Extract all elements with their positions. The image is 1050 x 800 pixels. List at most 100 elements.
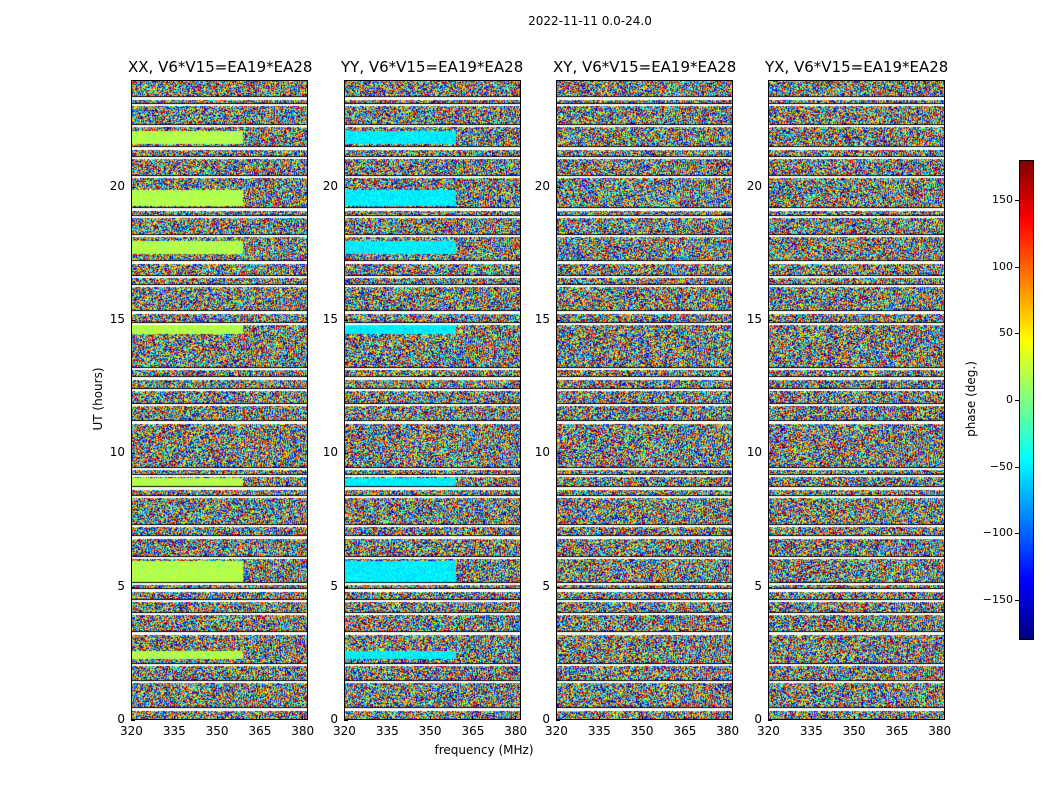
ytick-label: 15 <box>109 312 125 326</box>
ytick-mark <box>131 453 135 455</box>
xtick-label: 365 <box>248 724 272 738</box>
xtick-mark <box>768 716 769 720</box>
ytick-label: 10 <box>746 445 762 460</box>
colorbar-tick-mark <box>1015 400 1019 401</box>
panel-title-YY: YY, V6*V15=EA19*EA28 <box>341 58 524 76</box>
ytick-label: 0 <box>330 712 338 726</box>
ytick-mark <box>344 586 348 588</box>
colorbar-tick-label: −100 <box>982 526 1013 540</box>
ytick-label: 20 <box>534 178 550 193</box>
panel-title-XY: XY, V6*V15=EA19*EA28 <box>553 58 737 76</box>
colorbar-tick-mark <box>1015 466 1019 468</box>
ytick-mark <box>344 453 348 455</box>
xtick-label: 335 <box>799 724 823 738</box>
xtick-label: 350 <box>842 724 866 738</box>
ytick-mark <box>131 720 135 721</box>
ytick-label: 10 <box>534 445 550 460</box>
xtick-label: 335 <box>587 724 611 738</box>
xtick-label: 350 <box>418 724 442 738</box>
xtick-mark <box>684 716 686 720</box>
xtick-label: 335 <box>375 724 399 738</box>
ytick-label: 5 <box>542 578 550 593</box>
ytick-mark <box>556 453 560 455</box>
xtick-label: 350 <box>630 724 654 738</box>
ytick-mark <box>768 720 772 721</box>
xtick-mark <box>472 716 474 720</box>
panel-title-XX: XX, V6*V15=EA19*EA28 <box>128 58 313 76</box>
xtick-label: 365 <box>461 724 485 738</box>
ytick-label: 15 <box>534 312 550 326</box>
ytick-label: 0 <box>117 712 125 726</box>
ytick-label: 20 <box>746 178 762 193</box>
panel-title-YX: YX, V6*V15=EA19*EA28 <box>765 58 949 76</box>
ytick-label: 15 <box>746 312 762 326</box>
ytick-mark <box>556 720 560 721</box>
colorbar-tick-mark <box>1015 333 1019 335</box>
ytick-label: 20 <box>322 178 338 193</box>
xtick-mark <box>515 716 517 720</box>
ytick-label: 5 <box>330 578 338 593</box>
ytick-label: 0 <box>754 712 762 726</box>
ytick-label: 10 <box>322 445 338 460</box>
xtick-label: 320 <box>120 724 143 738</box>
ytick-mark <box>768 586 772 588</box>
xtick-mark <box>727 716 729 720</box>
ytick-label: 20 <box>109 178 125 193</box>
ytick-label: 5 <box>117 578 125 593</box>
ytick-mark <box>131 320 135 321</box>
ytick-mark <box>556 186 560 188</box>
ytick-mark <box>768 320 772 321</box>
xtick-mark <box>641 716 643 720</box>
xtick-label: 335 <box>162 724 186 738</box>
xtick-mark <box>173 716 175 720</box>
colorbar-tick-mark <box>1015 600 1019 601</box>
xtick-mark <box>131 716 132 720</box>
figure-title: 2022-11-11 0.0-24.0 <box>528 14 652 28</box>
xtick-label: 380 <box>716 724 740 738</box>
xtick-mark <box>259 716 261 720</box>
heatmap-XY <box>556 80 733 720</box>
xtick-mark <box>810 716 812 720</box>
xtick-label: 380 <box>504 724 528 738</box>
xtick-label: 380 <box>928 724 952 738</box>
ytick-label: 5 <box>754 578 762 593</box>
heatmap-XX <box>131 80 308 720</box>
colorbar-tick-label: 50 <box>999 326 1013 340</box>
xtick-label: 320 <box>333 724 356 738</box>
x-axis-label: frequency (MHz) <box>434 743 534 757</box>
ytick-label: 0 <box>542 712 550 726</box>
xtick-label: 380 <box>291 724 315 738</box>
xtick-label: 350 <box>205 724 229 738</box>
colorbar-tick-label: −50 <box>989 459 1013 473</box>
colorbar-label: phase (deg.) <box>964 361 978 437</box>
xtick-mark <box>896 716 898 720</box>
xtick-mark <box>556 716 557 720</box>
xtick-mark <box>939 716 941 720</box>
ytick-mark <box>131 186 135 188</box>
xtick-mark <box>429 716 431 720</box>
xtick-mark <box>344 716 345 720</box>
xtick-label: 320 <box>757 724 780 738</box>
ytick-label: 10 <box>109 445 125 460</box>
colorbar-tick-label: 100 <box>992 259 1013 273</box>
ytick-label: 15 <box>322 312 338 326</box>
ytick-mark <box>344 320 348 321</box>
colorbar-tick-label: 0 <box>1006 393 1013 406</box>
ytick-mark <box>556 586 560 588</box>
ytick-mark <box>344 186 348 188</box>
xtick-mark <box>216 716 218 720</box>
ytick-mark <box>768 186 772 188</box>
y-axis-label: UT (hours) <box>91 367 105 431</box>
xtick-label: 365 <box>885 724 909 738</box>
xtick-label: 365 <box>673 724 697 738</box>
heatmap-YY <box>344 80 521 720</box>
xtick-mark <box>853 716 855 720</box>
ytick-mark <box>131 586 135 588</box>
colorbar <box>1019 160 1034 640</box>
xtick-mark <box>386 716 388 720</box>
ytick-mark <box>556 320 560 321</box>
xtick-label: 320 <box>545 724 568 738</box>
colorbar-tick-mark <box>1015 200 1019 201</box>
ytick-mark <box>768 453 772 455</box>
